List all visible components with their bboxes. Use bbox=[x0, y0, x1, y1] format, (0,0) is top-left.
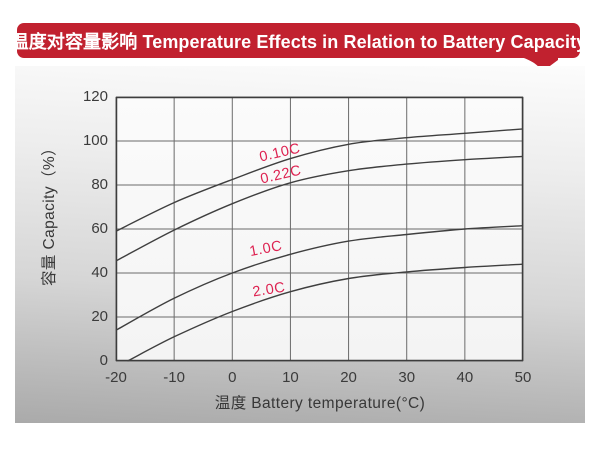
x-tick-label: 10 bbox=[282, 369, 299, 386]
y-tick-label: 60 bbox=[91, 220, 108, 237]
chart-canvas bbox=[115, 96, 524, 362]
plot-area: 0 20 40 60 80 100 120 -20 -10 0 10 20 30 40 50 0.10C 0.2… bbox=[83, 88, 531, 386]
y-tick-label: 20 bbox=[91, 308, 108, 325]
banner-tail-shape bbox=[521, 57, 558, 73]
x-tick-label: 0 bbox=[228, 369, 237, 386]
x-axis-label: 温度 Battery temperature(°C) bbox=[214, 395, 426, 412]
y-tick-label: 100 bbox=[82, 132, 108, 149]
x-tick-label: 30 bbox=[398, 369, 416, 386]
curve-0.22C bbox=[115, 155, 524, 262]
y-tick-label: 120 bbox=[82, 88, 108, 105]
banner-tail-icon bbox=[521, 57, 558, 73]
x-tick-label: 20 bbox=[340, 369, 357, 386]
plot-border bbox=[115, 96, 524, 362]
curve-0.10C bbox=[115, 128, 524, 232]
x-tick-label: 40 bbox=[456, 369, 474, 386]
banner-title: 温度对容量影响 Temperature Effects in Relation … bbox=[11, 23, 586, 58]
x-tick-label: -20 bbox=[105, 369, 127, 386]
x-tick-label: -10 bbox=[163, 369, 185, 386]
y-tick-label: 80 bbox=[91, 176, 108, 193]
chart-panel: 容量 Capacity（%） 温度 Battery temperature(°C… bbox=[15, 66, 585, 423]
y-axis-label: 容量 Capacity（%） bbox=[41, 140, 58, 286]
y-tick-label: 40 bbox=[91, 264, 108, 281]
y-tick-label: 0 bbox=[99, 352, 108, 369]
x-tick-label: 50 bbox=[514, 369, 532, 386]
curve-1.0C bbox=[115, 225, 524, 331]
curve-2.0C bbox=[127, 263, 524, 362]
